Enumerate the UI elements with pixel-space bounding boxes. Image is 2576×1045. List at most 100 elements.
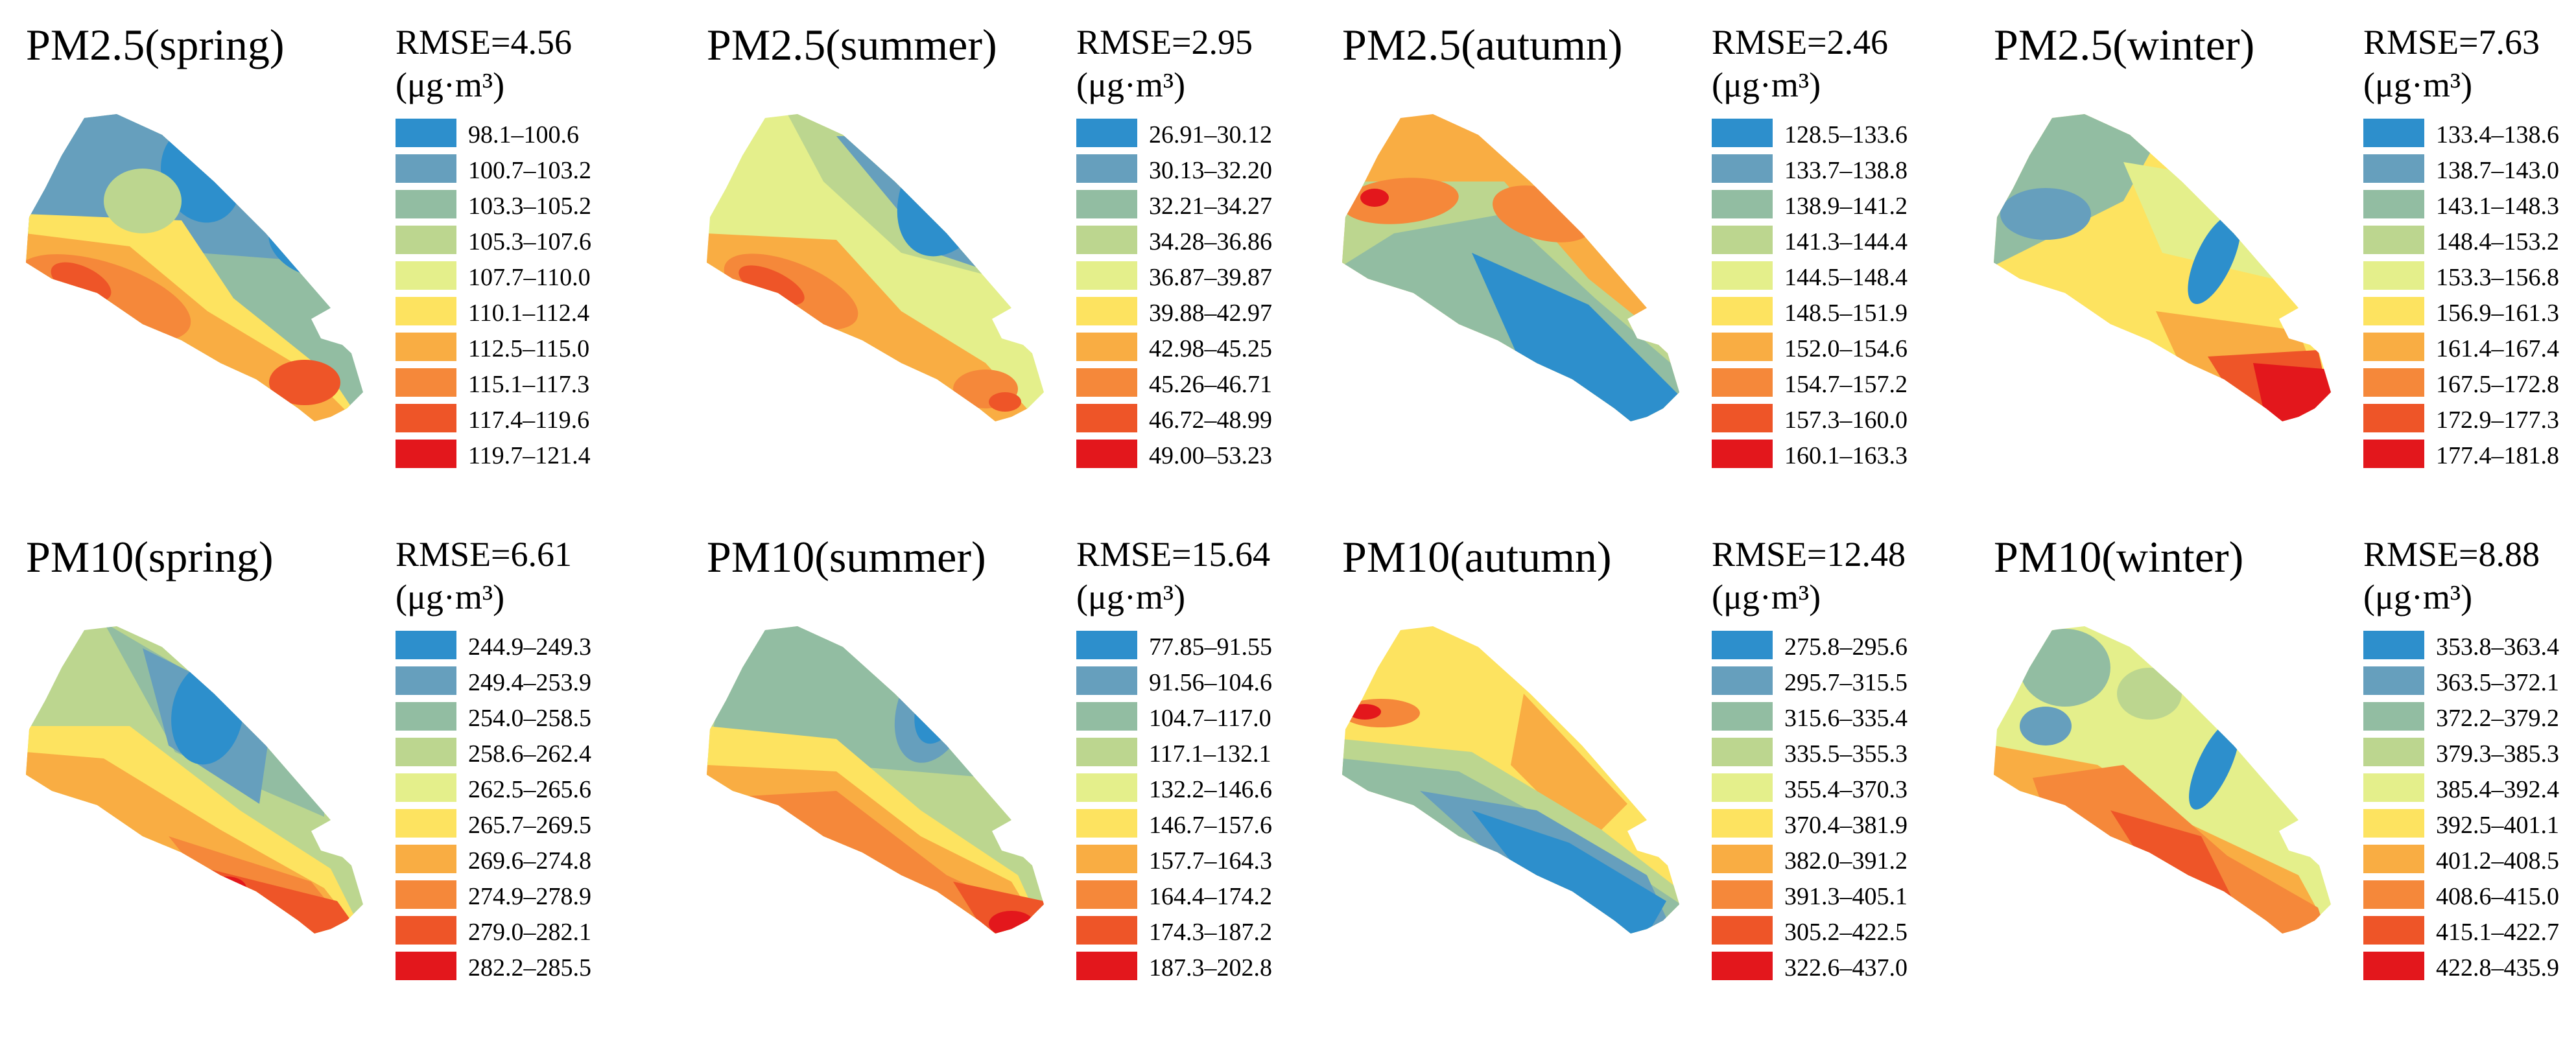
map-title: PM10(spring) [26, 532, 274, 581]
legend-swatch [2363, 404, 2424, 432]
legend-label: 146.7–157.6 [1149, 812, 1272, 839]
legend-label: 370.4–381.9 [1784, 812, 1908, 839]
legend-label: 148.4–153.2 [2436, 228, 2559, 255]
legend-label: 138.9–141.2 [1784, 193, 1908, 220]
map-title: PM10(autumn) [1342, 532, 1612, 581]
legend-row: 269.6–274.8 [396, 843, 668, 875]
legend-swatch [1076, 880, 1137, 909]
legend-swatch [396, 738, 456, 766]
panel-pm25-summer: PM2.5(summer) RMSE=2.95 (μg·m³) 26.91–30… [707, 19, 1349, 532]
legend-label: 161.4–167.4 [2436, 335, 2559, 362]
legend-label: 305.2–422.5 [1784, 919, 1908, 946]
legend-row: 408.6–415.0 [2363, 878, 2576, 911]
rmse-label: RMSE=7.63 [2363, 23, 2540, 62]
legend-swatch [396, 368, 456, 397]
legend-swatch [396, 261, 456, 290]
legend-label: 98.1–100.6 [468, 121, 579, 148]
legend-row: 146.7–157.6 [1076, 807, 1349, 840]
legend-label: 100.7–103.2 [468, 157, 591, 184]
legend-row: 103.3–105.2 [396, 188, 668, 220]
legend-row: 77.85–91.55 [1076, 629, 1349, 661]
rmse-label: RMSE=2.95 [1076, 23, 1253, 62]
legend-swatch [2363, 261, 2424, 290]
legend-label: 372.2–379.2 [2436, 705, 2559, 732]
legend-label: 117.4–119.6 [468, 406, 590, 434]
legend-label: 36.87–39.87 [1149, 264, 1272, 291]
legend-swatch [1076, 440, 1137, 468]
legend-label: 382.0–391.2 [1784, 847, 1908, 875]
legend-swatch [2363, 845, 2424, 873]
legend-label: 138.7–143.0 [2436, 157, 2559, 184]
legend-label: 115.1–117.3 [468, 371, 590, 398]
legend-row: 34.28–36.86 [1076, 224, 1349, 256]
panel-pm25-winter: PM2.5(winter) RMSE=7.63 (μg·m³) 133.4–13… [1994, 19, 2576, 532]
legend-row: 49.00–53.23 [1076, 438, 1349, 470]
legend-label: 274.9–278.9 [468, 883, 591, 910]
legend-row: 167.5–172.8 [2363, 366, 2576, 399]
legend-row: 275.8–295.6 [1712, 629, 1984, 661]
legend-label: 128.5–133.6 [1784, 121, 1908, 148]
legend-swatch [1076, 666, 1137, 695]
legend-row: 392.5–401.1 [2363, 807, 2576, 840]
legend-swatch [1712, 154, 1773, 183]
legend-label: 148.5–151.9 [1784, 299, 1908, 327]
legend-label: 154.7–157.2 [1784, 371, 1908, 398]
legend-label: 133.4–138.6 [2436, 121, 2559, 148]
legend-swatch [1076, 952, 1137, 980]
interpolation-map [26, 114, 363, 421]
legend-swatch [2363, 333, 2424, 361]
legend-label: 26.91–30.12 [1149, 121, 1272, 148]
legend-swatch [1712, 333, 1773, 361]
legend-swatch [396, 773, 456, 802]
legend-row: 422.8–435.9 [2363, 950, 2576, 982]
legend-label: 258.6–262.4 [468, 740, 591, 768]
unit-label: (μg·m³) [396, 578, 505, 616]
legend-swatch [1712, 738, 1773, 766]
legend-label: 177.4–181.8 [2436, 442, 2559, 469]
legend-swatch [1712, 702, 1773, 731]
legend-label: 132.2–146.6 [1149, 776, 1272, 803]
legend-row: 274.9–278.9 [396, 878, 668, 911]
legend-swatch [396, 845, 456, 873]
rmse-label: RMSE=4.56 [396, 23, 573, 62]
panel-pm10-spring: PM10(spring) RMSE=6.61 (μg·m³) 244.9–249… [26, 532, 668, 1044]
legend-row: 110.1–112.4 [396, 295, 668, 327]
legend-row: 153.3–156.8 [2363, 259, 2576, 292]
legend-row: 187.3–202.8 [1076, 950, 1349, 982]
legend-label: 107.7–110.0 [468, 264, 591, 291]
legend-swatch [2363, 119, 2424, 147]
legend-swatch [2363, 738, 2424, 766]
legend-label: 39.88–42.97 [1149, 299, 1272, 327]
legend-swatch [396, 226, 456, 254]
unit-label: (μg·m³) [1712, 65, 1821, 104]
map-title: PM2.5(summer) [707, 20, 997, 69]
legend-row: 141.3–144.4 [1712, 224, 1984, 256]
legend-row: 157.3–160.0 [1712, 402, 1984, 434]
legend-swatch [396, 440, 456, 468]
unit-label: (μg·m³) [2363, 578, 2473, 616]
legend-label: 322.6–437.0 [1784, 954, 1908, 981]
legend-label: 104.7–117.0 [1149, 705, 1271, 732]
legend-label: 34.28–36.86 [1149, 228, 1272, 255]
legend-label: 112.5–115.0 [468, 335, 590, 362]
legend-swatch [2363, 809, 2424, 838]
legend-row: 156.9–161.3 [2363, 295, 2576, 327]
legend-label: 174.3–187.2 [1149, 919, 1272, 946]
interpolation-map [26, 626, 363, 933]
rmse-label: RMSE=12.48 [1712, 535, 1906, 574]
legend-swatch [396, 297, 456, 325]
legend-swatch [396, 666, 456, 695]
rmse-label: RMSE=15.64 [1076, 535, 1271, 574]
legend-label: 385.4–392.4 [2436, 776, 2559, 803]
legend-row: 315.6–335.4 [1712, 700, 1984, 733]
rmse-label: RMSE=2.46 [1712, 23, 1889, 62]
legend-row: 105.3–107.6 [396, 224, 668, 256]
legend-row: 174.3–187.2 [1076, 914, 1349, 946]
legend-swatch [1076, 368, 1137, 397]
legend-row: 370.4–381.9 [1712, 807, 1984, 840]
legend-swatch [1076, 154, 1137, 183]
unit-label: (μg·m³) [1712, 578, 1821, 616]
legend-label: 105.3–107.6 [468, 228, 591, 255]
legend-row: 282.2–285.5 [396, 950, 668, 982]
legend-swatch [396, 702, 456, 731]
